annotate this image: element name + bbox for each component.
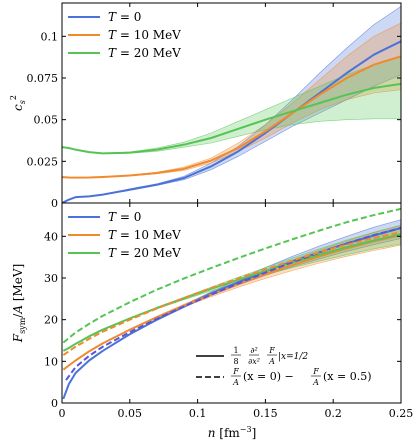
bottom-y-axis-label: Fsym/A [MeV] [11,264,27,344]
x-tick-label: 0.25 [389,407,414,420]
top-y-tick-label: 0.025 [27,155,59,168]
x-tick-label: 0 [59,407,66,420]
x-tick-label: 0.1 [189,407,207,420]
svg-text:F: F [232,367,239,376]
bottom-legend: T = 0 T = 10 MeV T = 20 MeV [68,210,181,260]
svg-text:(x = 0) −: (x = 0) − [243,370,294,383]
top-panel: 0 0.025 0.05 0.075 0.1 T = 0 T = 10 MeV T = 20… [9,2,402,210]
top-y-tick-label: 0.075 [27,72,59,85]
svg-text:8: 8 [233,357,238,366]
bottom-panel: 0 10 20 30 40 0 0.05 0.1 0.15 0.2 0.25 T = 0 T = 10… [11,202,414,440]
svg-text:|x=1/2: |x=1/2 [278,352,308,362]
style-legend-label: FA (x = 0) − FA (x = 0.5) [231,367,372,387]
bottom-y-tick-label: 30 [44,272,58,285]
bottom-series-line [62,207,401,344]
top-legend-label: T = 10 MeV [108,28,181,42]
top-legend-label: T = 20 MeV [108,46,181,60]
x-axis-label: n [fm−3] [208,425,257,440]
svg-text:(x = 0.5): (x = 0.5) [323,370,372,383]
x-tick-label: 0.2 [324,407,342,420]
bottom-series-line [65,227,401,381]
svg-text:A: A [232,378,239,387]
bottom-series-line [62,231,401,356]
top-legend: T = 0 T = 10 MeV T = 20 MeV [68,10,181,60]
x-tick-label: 0.05 [118,407,143,420]
bottom-y-tick-label: 40 [44,230,58,243]
bottom-y-tick-label: 0 [51,397,58,410]
bottom-legend-label: T = 0 [108,210,141,224]
top-series-line [62,40,401,203]
svg-text:∂²: ∂² [250,346,257,355]
svg-text:∂x²: ∂x² [248,357,260,366]
bottom-plot-frame [61,202,402,404]
x-tick-label: 0.15 [253,407,278,420]
bottom-legend-label: T = 20 MeV [108,246,181,260]
top-y-tick-label: 0 [51,197,58,210]
style-legend-label: 1 8 ∂² ∂x² FA |x=1/2 [231,346,308,366]
top-series-line [62,55,401,179]
svg-text:F: F [312,367,319,376]
top-y-tick-label: 0.1 [41,30,59,43]
top-y-axis-label: cs2 [9,95,27,111]
top-legend-label: T = 0 [108,10,141,24]
bottom-y-tick-label: 10 [44,355,58,368]
bottom-legend-label: T = 10 MeV [108,228,181,242]
top-y-tick-label: 0.05 [34,114,59,127]
svg-text:A: A [268,357,275,366]
svg-text:A: A [312,378,319,387]
svg-text:F: F [268,346,275,355]
bottom-y-tick-label: 20 [44,314,58,327]
svg-text:1: 1 [233,346,238,355]
top-series-line [62,82,401,155]
